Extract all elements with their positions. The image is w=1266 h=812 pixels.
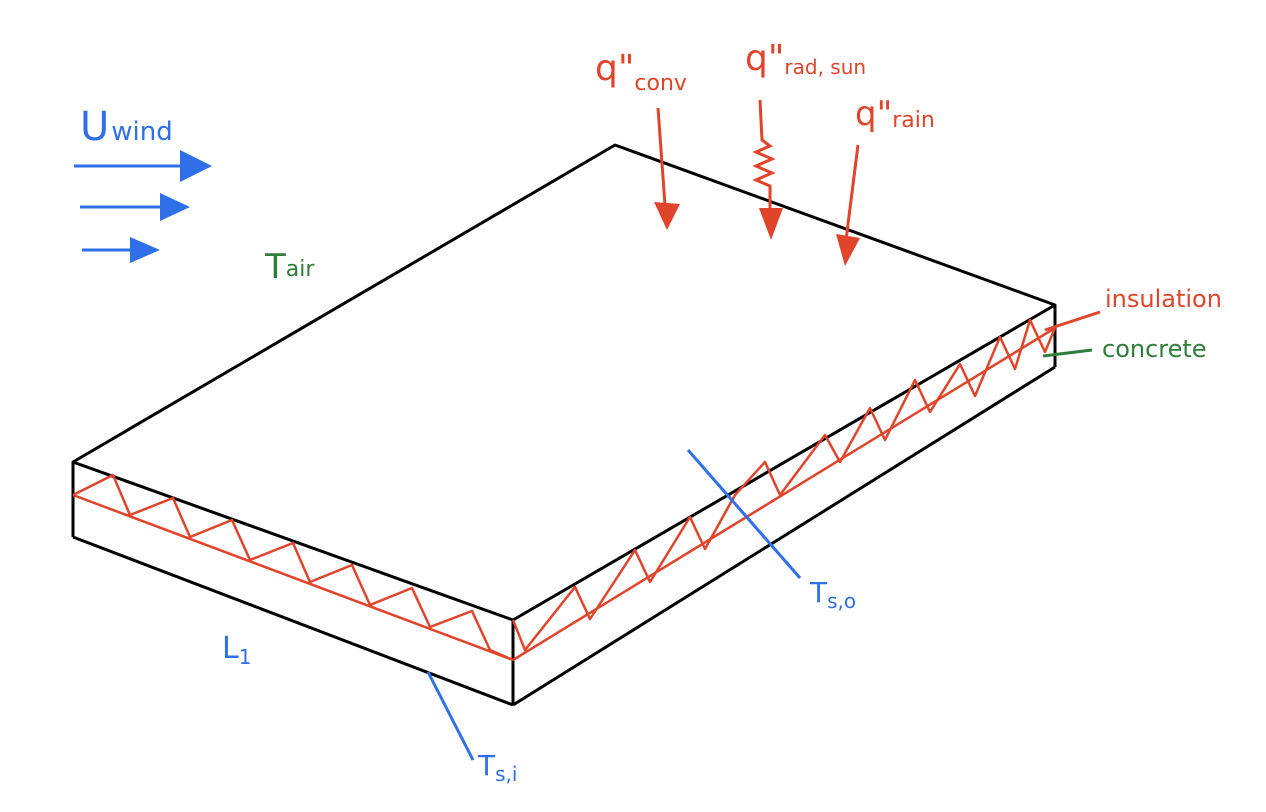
q-conv-arrow	[656, 107, 667, 206]
t-s-o-label: Ts,o	[809, 576, 856, 613]
slab-top-face	[71, 143, 1057, 622]
t-s-i-leader	[426, 671, 475, 761]
heat-flux-arrows	[654, 99, 860, 266]
q-rad-sun-label: q"rad, sun	[745, 38, 866, 79]
insulation-leader	[1044, 310, 1101, 332]
t-s-o-leader	[686, 449, 802, 579]
wind-arrows	[74, 150, 212, 263]
slab	[71, 143, 1057, 707]
u-wind-label: Uwind	[80, 104, 173, 150]
q-conv-label: q"conv	[595, 48, 687, 96]
slab-bottom-right-edge	[512, 365, 1056, 707]
slab-bottom-left-edge	[72, 535, 514, 707]
insulation-layer	[72, 318, 1057, 662]
concrete-leader	[1042, 348, 1093, 358]
concrete-label: concrete	[1102, 335, 1207, 363]
q-rain-label: q"rain	[855, 94, 935, 134]
insulation-zigzag-left	[72, 473, 514, 662]
q-rain-arrow	[844, 144, 860, 241]
t-s-i-label: Ts,i	[477, 749, 517, 786]
l1-label: L1	[222, 631, 251, 669]
insulation-label: insulation	[1105, 285, 1222, 313]
q-rad-sun-arrow	[752, 99, 776, 210]
t-air-label: Tair	[264, 247, 315, 287]
insulation-zigzag-right	[511, 318, 1057, 652]
leader-lines	[426, 310, 1101, 761]
labels: q"conv q"rad, sun q"rain Uwind Tair insu…	[80, 38, 1222, 786]
